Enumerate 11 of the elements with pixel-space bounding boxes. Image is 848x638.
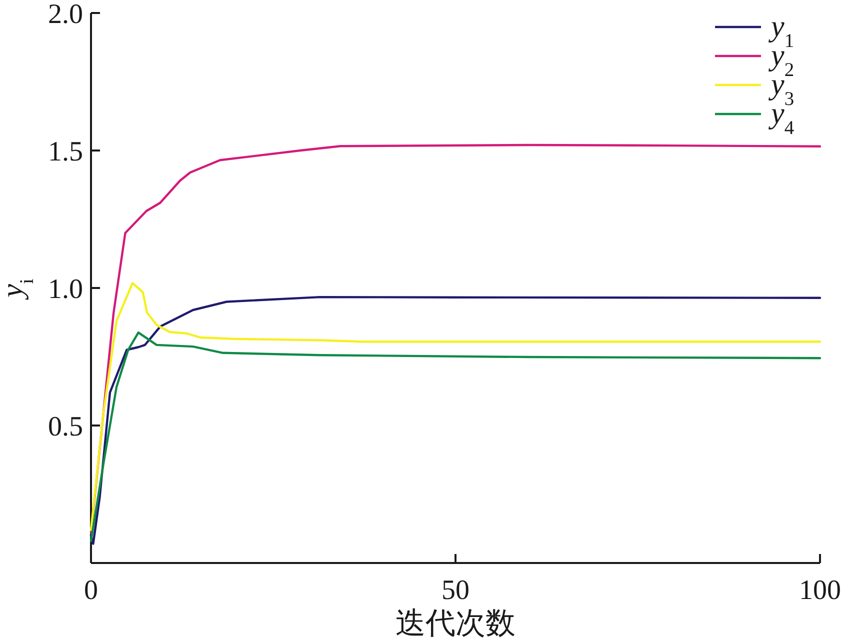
line-series <box>90 331 822 542</box>
y-tick-label: 1.0 <box>48 274 83 305</box>
legend-label: y$_{1}$ <box>768 10 794 52</box>
y-tick-label: 1.5 <box>48 136 83 168</box>
x-axis-title: 迭代次数 <box>396 607 516 638</box>
line-series <box>90 144 822 534</box>
y-tick-label: 2.0 <box>48 0 83 30</box>
x-tick-label: 0 <box>84 575 98 606</box>
x-tick-label: 100 <box>799 575 841 606</box>
y-tick-label: 0.5 <box>48 412 83 442</box>
x-tick-label: 50 <box>442 575 470 606</box>
